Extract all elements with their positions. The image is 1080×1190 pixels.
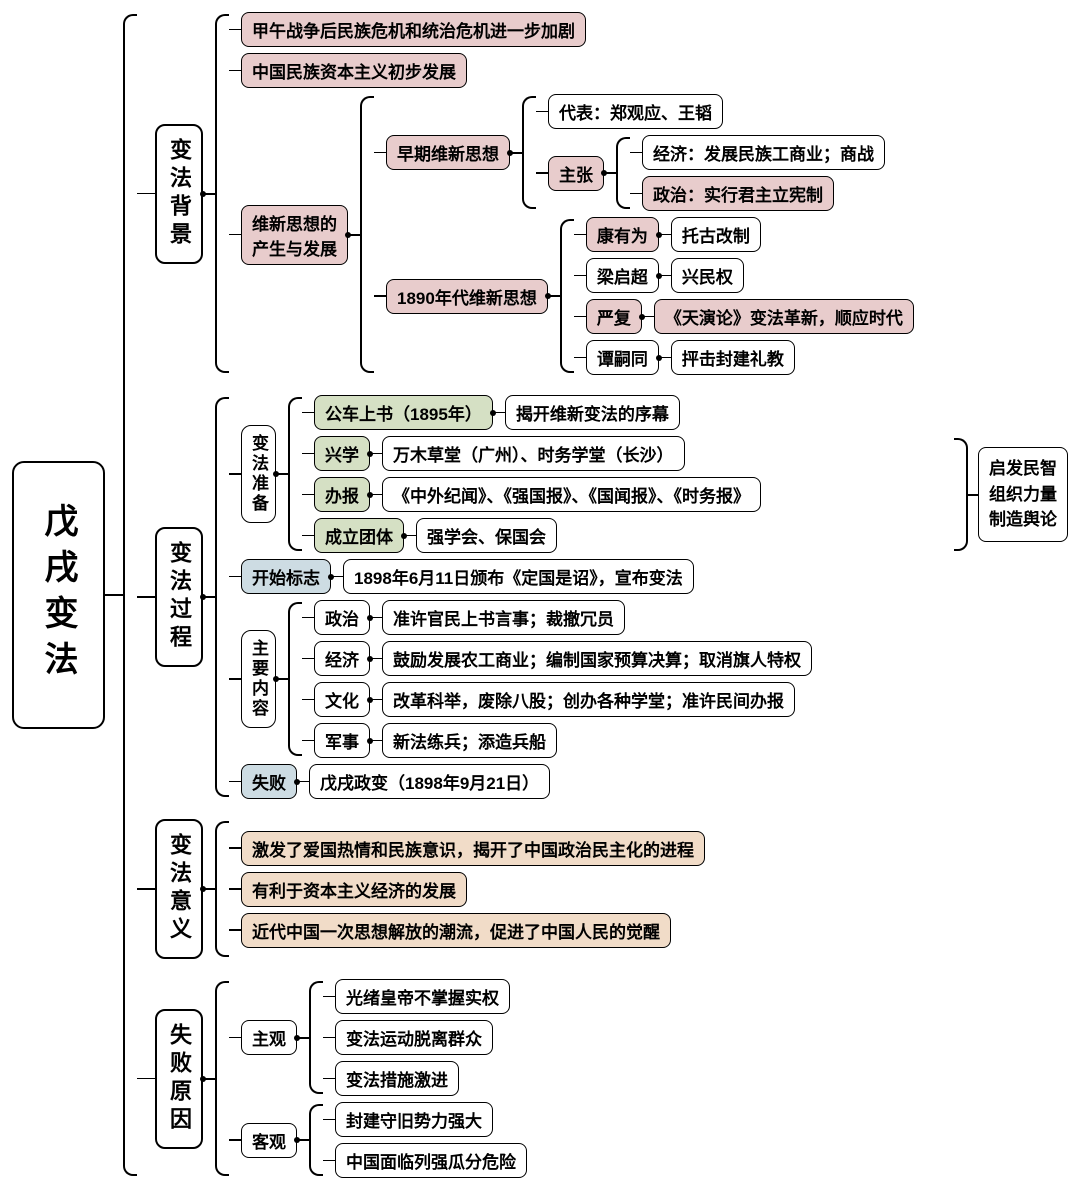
leaf: 兴学 bbox=[314, 436, 370, 471]
section-background: 变法背景 甲午战争后民族危机和统治危机进一步加剧 中国民族资本主义初步发展 维新… bbox=[137, 12, 1068, 375]
leaf: 中国民族资本主义初步发展 bbox=[241, 53, 467, 88]
leaf: 失败 bbox=[241, 764, 297, 799]
mindmap-root: 戊戌变法 变法背景 甲午战争后民族危机和统治危机进一步加剧 中国民族资本主义初步… bbox=[12, 12, 1068, 1178]
leaf: 揭开维新变法的序幕 bbox=[505, 395, 680, 430]
leaf: 早期维新思想 bbox=[386, 135, 510, 170]
leaf: 封建守旧势力强大 bbox=[335, 1102, 493, 1137]
leaf: 经济：发展民族工商业；商战 bbox=[642, 135, 885, 170]
leaf: 强学会、保国会 bbox=[416, 518, 557, 553]
leaf: 政治 bbox=[314, 600, 370, 635]
leaf: 主观 bbox=[241, 1020, 297, 1055]
leaf: 谭嗣同 bbox=[586, 340, 659, 375]
leaf: 改革科举，废除八股；创办各种学堂；准许民间办报 bbox=[382, 682, 795, 717]
section-title: 变法过程 bbox=[155, 527, 203, 667]
leaf: 代表：郑观应、王韬 bbox=[548, 94, 723, 129]
branches: 变法背景 甲午战争后民族危机和统治危机进一步加剧 中国民族资本主义初步发展 维新… bbox=[137, 12, 1068, 1178]
section-title: 失败原因 bbox=[155, 1009, 203, 1149]
section-significance: 变法意义 激发了爱国热情和民族意识，揭开了中国政治民主化的进程 有利于资本主义经… bbox=[137, 819, 1068, 959]
leaf: 办报 bbox=[314, 477, 370, 512]
leaf: 开始标志 bbox=[241, 559, 331, 594]
leaf: 变法措施激进 bbox=[335, 1061, 459, 1096]
section-title: 变法意义 bbox=[155, 819, 203, 959]
leaf: 鼓励发展农工商业；编制国家预算决算；取消旗人特权 bbox=[382, 641, 812, 676]
leaf: 文化 bbox=[314, 682, 370, 717]
leaf: 戊戌政变（1898年9月21日） bbox=[309, 764, 550, 799]
subsection-title: 变法准备 bbox=[241, 425, 276, 523]
leaf: 《天演论》变法革新，顺应时代 bbox=[654, 299, 914, 334]
leaf: 光绪皇帝不掌握实权 bbox=[335, 979, 510, 1014]
leaf: 抨击封建礼教 bbox=[671, 340, 795, 375]
leaf: 激发了爱国热情和民族意识，揭开了中国政治民主化的进程 bbox=[241, 831, 705, 866]
root-node: 戊戌变法 bbox=[12, 461, 105, 729]
leaf: 1898年6月11日颁布《定国是诏》，宣布变法 bbox=[343, 559, 694, 594]
leaf: 客观 bbox=[241, 1123, 297, 1158]
leaf: 近代中国一次思想解放的潮流，促进了中国人民的觉醒 bbox=[241, 913, 671, 948]
leaf: 甲午战争后民族危机和统治危机进一步加剧 bbox=[241, 12, 586, 47]
section-process: 变法过程 变法准备 公车上书（1895年） 揭开维新变法的序幕 兴学万木草堂（广州… bbox=[137, 395, 1068, 799]
leaf: 主张 bbox=[548, 156, 604, 191]
leaf: 政治：实行君主立宪制 bbox=[642, 176, 834, 211]
leaf: 军事 bbox=[314, 723, 370, 758]
section-title: 变法背景 bbox=[155, 124, 203, 264]
leaf: 变法运动脱离群众 bbox=[335, 1020, 493, 1055]
leaf: 经济 bbox=[314, 641, 370, 676]
leaf: 准许官民上书言事；裁撤冗员 bbox=[382, 600, 625, 635]
leaf: 梁启超 bbox=[586, 258, 659, 293]
leaf: 有利于资本主义经济的发展 bbox=[241, 872, 467, 907]
leaf: 维新思想的 产生与发展 bbox=[241, 205, 348, 265]
leaf: 新法练兵；添造兵船 bbox=[382, 723, 557, 758]
leaf: 兴民权 bbox=[671, 258, 744, 293]
right-brace bbox=[954, 438, 968, 551]
leaf: 严复 bbox=[586, 299, 642, 334]
section-failure-reasons: 失败原因 主观 光绪皇帝不掌握实权 变法运动脱离群众 变法措施激进 bbox=[137, 979, 1068, 1178]
leaf: 成立团体 bbox=[314, 518, 404, 553]
root-brace bbox=[123, 14, 137, 1176]
leaf: 康有为 bbox=[586, 217, 659, 252]
leaf: 中国面临列强瓜分危险 bbox=[335, 1143, 527, 1178]
side-note: 启发民智 组织力量 制造舆论 bbox=[978, 447, 1068, 542]
leaf: 1890年代维新思想 bbox=[386, 279, 548, 314]
subsection-title: 主要内容 bbox=[241, 630, 276, 728]
leaf: 托古改制 bbox=[671, 217, 761, 252]
leaf: 万木草堂（广州）、时务学堂（长沙） bbox=[382, 436, 685, 471]
leaf: 《中外纪闻》、《强国报》、《国闻报》、《时务报》 bbox=[382, 477, 761, 512]
leaf: 公车上书（1895年） bbox=[314, 395, 493, 430]
